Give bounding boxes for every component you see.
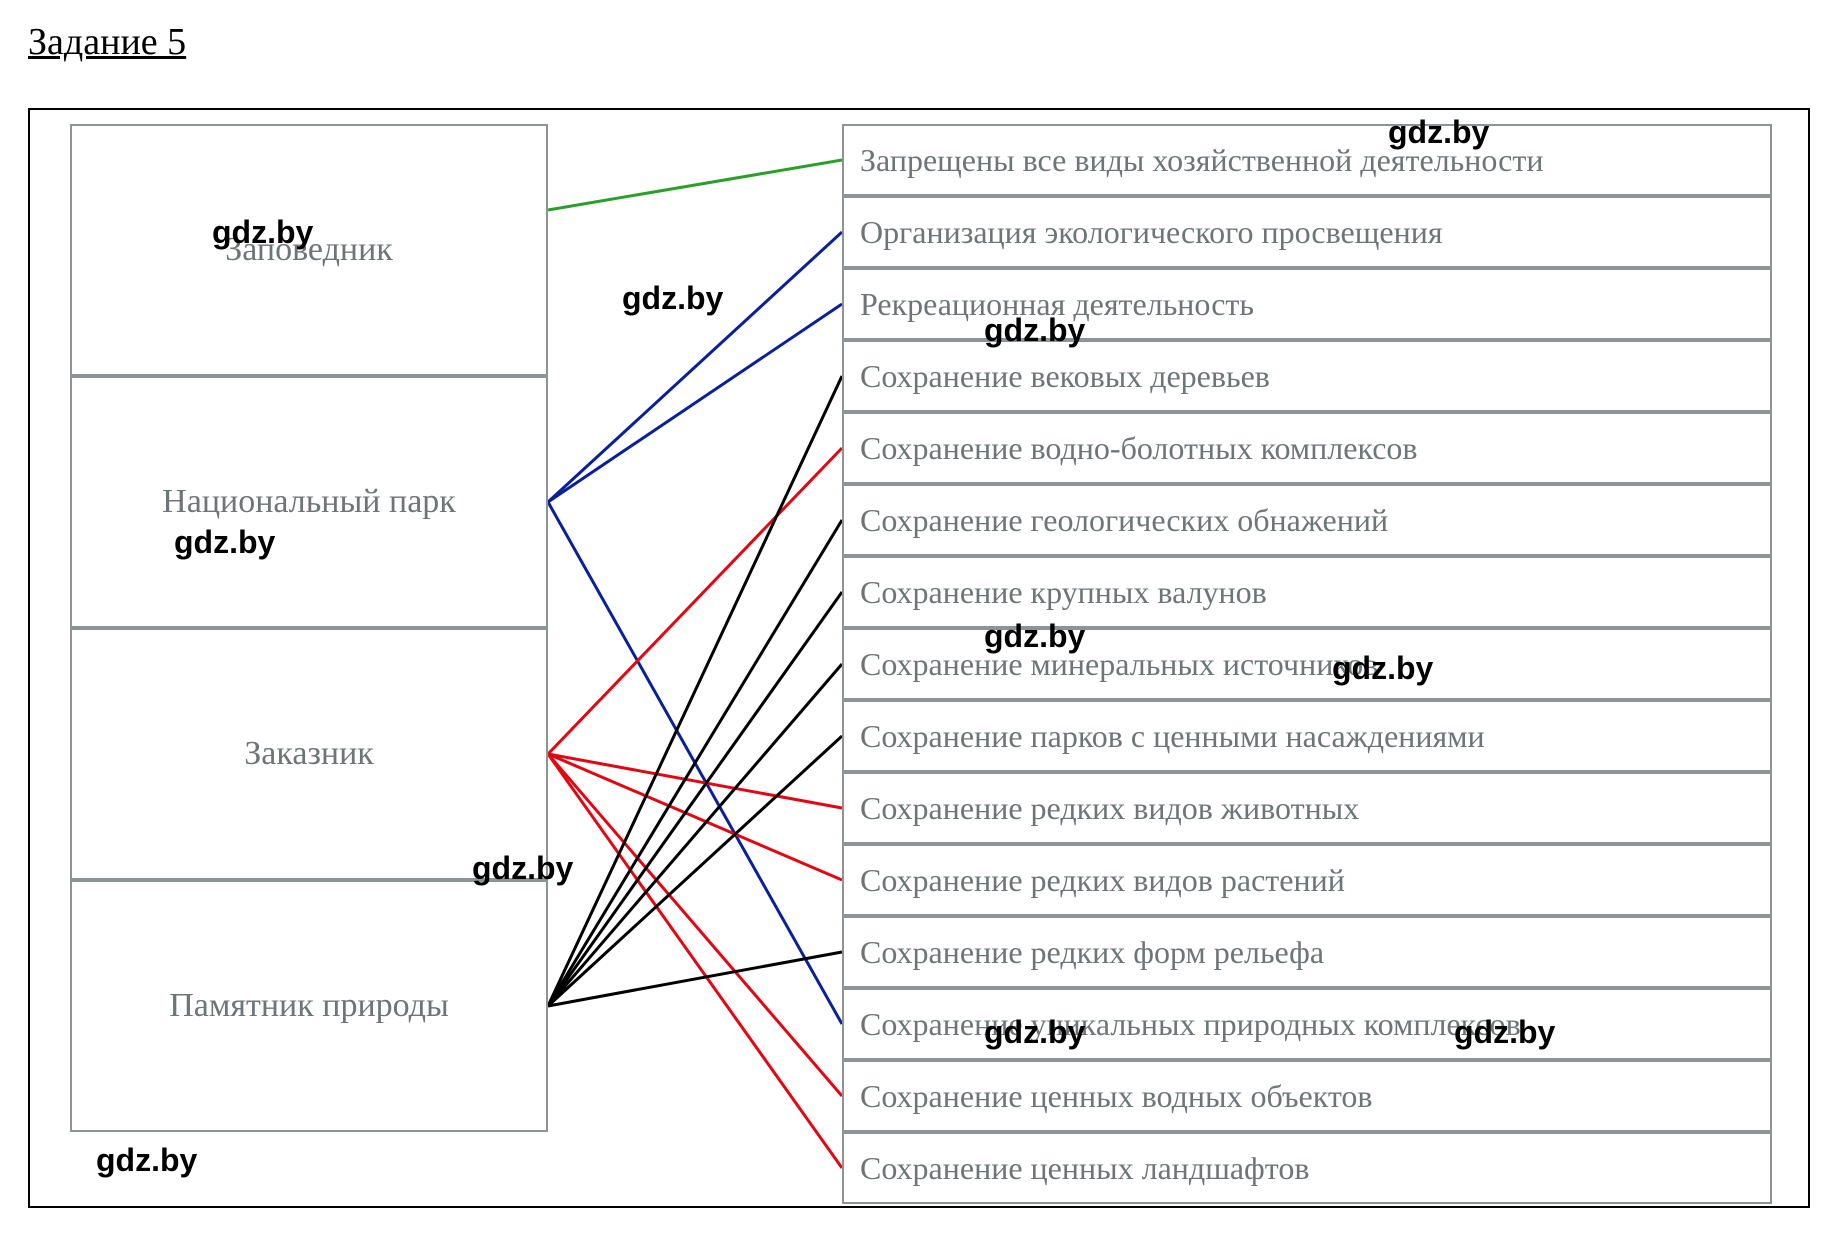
right-node-label: Сохранение ценных водных объектов bbox=[860, 1078, 1373, 1115]
edge-pamyatnik-r9 bbox=[548, 736, 842, 1006]
right-node-label: Сохранение парков с ценными насаждениями bbox=[860, 718, 1485, 755]
watermark: gdz.by bbox=[174, 524, 275, 561]
watermark: gdz.by bbox=[96, 1142, 197, 1179]
watermark: gdz.by bbox=[984, 1014, 1085, 1051]
left-node-zakaznik: Заказник bbox=[70, 628, 548, 880]
right-node-label: Сохранение геологических обнажений bbox=[860, 502, 1388, 539]
right-node-r11: Сохранение редких видов растений bbox=[842, 844, 1772, 916]
page-title: Задание 5 bbox=[28, 20, 186, 64]
edge-pamyatnik-r12 bbox=[548, 952, 842, 1006]
right-node-r12: Сохранение редких форм рельефа bbox=[842, 916, 1772, 988]
right-node-label: Сохранение редких видов животных bbox=[860, 790, 1359, 827]
edge-nacpark-r3 bbox=[548, 304, 842, 502]
edge-zakaznik-r15 bbox=[548, 754, 842, 1168]
edge-pamyatnik-r6 bbox=[548, 520, 842, 1006]
right-node-r4: Сохранение вековых деревьев bbox=[842, 340, 1772, 412]
diagram-frame: ЗаповедникНациональный паркЗаказникПамят… bbox=[28, 108, 1810, 1208]
watermark: gdz.by bbox=[1454, 1014, 1555, 1051]
right-node-label: Сохранение крупных валунов bbox=[860, 574, 1267, 611]
right-node-r13: Сохранение уникальных природных комплекс… bbox=[842, 988, 1772, 1060]
watermark: gdz.by bbox=[472, 850, 573, 887]
right-node-r6: Сохранение геологических обнажений bbox=[842, 484, 1772, 556]
left-node-label: Заказник bbox=[244, 735, 374, 773]
right-node-r9: Сохранение парков с ценными насаждениями bbox=[842, 700, 1772, 772]
right-node-label: Сохранение уникальных природных комплекс… bbox=[860, 1006, 1521, 1043]
right-node-r8: Сохранение минеральных источников bbox=[842, 628, 1772, 700]
left-node-label: Памятник природы bbox=[169, 987, 449, 1025]
watermark: gdz.by bbox=[984, 618, 1085, 655]
right-node-label: Организация экологического просвещения bbox=[860, 214, 1443, 251]
right-node-label: Сохранение водно-болотных комплексов bbox=[860, 430, 1418, 467]
right-node-r15: Сохранение ценных ландшафтов bbox=[842, 1132, 1772, 1204]
watermark: gdz.by bbox=[622, 280, 723, 317]
right-node-r2: Организация экологического просвещения bbox=[842, 196, 1772, 268]
left-node-nacpark: Национальный парк bbox=[70, 376, 548, 628]
watermark: gdz.by bbox=[1332, 650, 1433, 687]
right-node-r5: Сохранение водно-болотных комплексов bbox=[842, 412, 1772, 484]
right-node-r14: Сохранение ценных водных объектов bbox=[842, 1060, 1772, 1132]
edge-zapovednik-r1 bbox=[548, 160, 842, 210]
edge-pamyatnik-r8 bbox=[548, 664, 842, 1006]
watermark: gdz.by bbox=[984, 312, 1085, 349]
edge-zakaznik-r5 bbox=[548, 448, 842, 754]
edge-nacpark-r13 bbox=[548, 502, 842, 1024]
edge-nacpark-r2 bbox=[548, 232, 842, 502]
edge-pamyatnik-r4 bbox=[548, 376, 842, 1006]
right-node-r1: Запрещены все виды хозяйственной деятель… bbox=[842, 124, 1772, 196]
right-node-label: Сохранение ценных ландшафтов bbox=[860, 1150, 1309, 1187]
right-node-label: Сохранение вековых деревьев bbox=[860, 358, 1270, 395]
right-node-r3: Рекреационная деятельность bbox=[842, 268, 1772, 340]
edge-zakaznik-r11 bbox=[548, 754, 842, 880]
right-node-label: Сохранение редких форм рельефа bbox=[860, 934, 1324, 971]
edge-zakaznik-r14 bbox=[548, 754, 842, 1096]
right-node-label: Сохранение минеральных источников bbox=[860, 646, 1378, 683]
edge-pamyatnik-r7 bbox=[548, 592, 842, 1006]
edge-zakaznik-r10 bbox=[548, 754, 842, 808]
watermark: gdz.by bbox=[1388, 114, 1489, 151]
watermark: gdz.by bbox=[212, 214, 313, 251]
right-node-label: Сохранение редких видов растений bbox=[860, 862, 1345, 899]
left-node-pamyatnik: Памятник природы bbox=[70, 880, 548, 1132]
right-node-r7: Сохранение крупных валунов bbox=[842, 556, 1772, 628]
left-node-label: Национальный парк bbox=[162, 483, 456, 521]
right-node-r10: Сохранение редких видов животных bbox=[842, 772, 1772, 844]
